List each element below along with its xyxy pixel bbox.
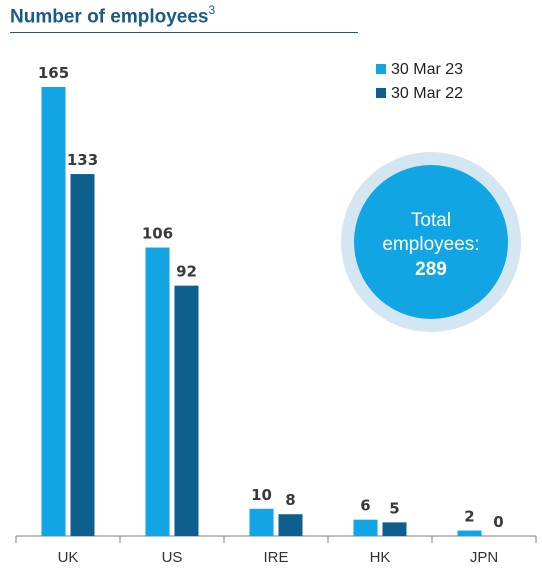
total-label-line2: employees: — [382, 234, 479, 255]
bar-us-2023 — [145, 247, 170, 536]
data-label-ire-2022: 8 — [285, 491, 295, 509]
data-label-hk-2023: 6 — [360, 497, 370, 515]
bar-ire-2023 — [249, 508, 274, 536]
x-tick-label-ire: IRE — [263, 549, 288, 566]
data-label-us-2023: 106 — [142, 225, 173, 243]
bar-uk-2023 — [41, 87, 66, 536]
total-bubble — [354, 165, 508, 319]
data-label-ire-2023: 10 — [251, 486, 272, 504]
bar-hk-2023 — [353, 519, 378, 536]
bar-ire-2022 — [278, 514, 303, 536]
data-label-jpn-2022: 0 — [493, 513, 503, 531]
bar-hk-2022 — [382, 522, 407, 536]
legend-label-2023: 30 Mar 23 — [391, 61, 463, 78]
data-label-uk-2023: 165 — [38, 64, 69, 82]
bar-uk-2022 — [70, 174, 95, 536]
legend-swatch-2023 — [376, 64, 386, 74]
x-tick-label-us: US — [162, 549, 183, 566]
title-underline — [10, 32, 358, 33]
chart-title-footnote: 3 — [208, 3, 216, 17]
total-label-line1: Total — [411, 210, 451, 231]
chart-title-text: Number of employees — [10, 6, 209, 28]
legend-swatch-2022 — [376, 88, 386, 98]
data-label-jpn-2023: 2 — [464, 508, 474, 526]
data-label-hk-2022: 5 — [389, 499, 399, 517]
bar-us-2022 — [174, 285, 199, 536]
bar-jpn-2023 — [457, 530, 482, 536]
x-tick-label-uk: UK — [58, 549, 79, 566]
data-label-uk-2022: 133 — [67, 151, 98, 169]
chart-title: Number of employees3 — [10, 3, 216, 28]
legend-label-2022: 30 Mar 22 — [391, 85, 463, 102]
data-label-us-2022: 92 — [176, 263, 197, 281]
x-tick-label-hk: HK — [370, 549, 391, 566]
total-value: 289 — [415, 259, 447, 280]
x-tick-label-jpn: JPN — [470, 549, 498, 566]
